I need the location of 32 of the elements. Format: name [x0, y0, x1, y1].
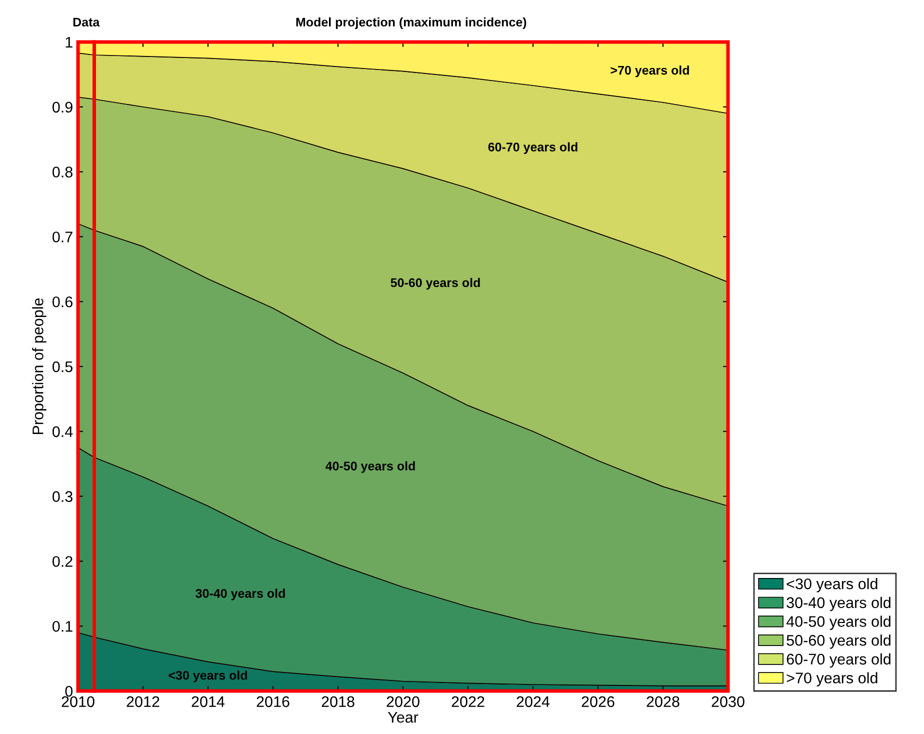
- y-tick-label: 0: [65, 686, 73, 697]
- legend-label: 50-60 years old: [786, 634, 890, 649]
- x-tick-label: 2026: [582, 696, 614, 708]
- y-tick-label: 0.7: [52, 232, 72, 242]
- y-tick-label: 0.8: [52, 166, 72, 178]
- legend-label: <30 years old: [786, 578, 878, 592]
- band-label: Data: [73, 18, 100, 27]
- x-tick-label: 2020: [386, 696, 420, 708]
- x-tick-label: 2018: [322, 696, 354, 708]
- y-tick-label: 0.5: [52, 361, 72, 372]
- y-tick-label: 0.9: [52, 102, 72, 113]
- x-tick-label: 2016: [256, 696, 290, 708]
- x-tick-label: 2012: [126, 696, 160, 708]
- x-tick-label: 2024: [516, 696, 550, 708]
- x-tick-label: 2022: [452, 696, 484, 708]
- band-label: Model projection (maximum incidence): [296, 17, 526, 30]
- x-tick-label: 2028: [646, 696, 680, 708]
- y-tick-label: 1: [66, 37, 72, 48]
- x-axis-title: Year: [388, 712, 418, 723]
- legend-label: 60-70 years old: [786, 653, 890, 668]
- y-tick-label: 0.6: [52, 296, 72, 308]
- x-tick-label: 2014: [192, 696, 225, 708]
- legend-label: 30-40 years old: [786, 596, 890, 612]
- y-tick-label: 0.4: [52, 426, 73, 438]
- x-tick-label: 2030: [712, 696, 744, 708]
- y-axis-title: Proportion of people: [32, 298, 46, 434]
- y-tick-label: 0.1: [52, 620, 72, 632]
- legend-label: 40-50 years old: [786, 616, 890, 630]
- y-tick-label: 0.3: [52, 491, 72, 502]
- legend-label: >70 years old: [786, 672, 878, 686]
- x-tick-label: 2010: [62, 696, 94, 708]
- y-tick-label: 0.2: [52, 556, 72, 567]
